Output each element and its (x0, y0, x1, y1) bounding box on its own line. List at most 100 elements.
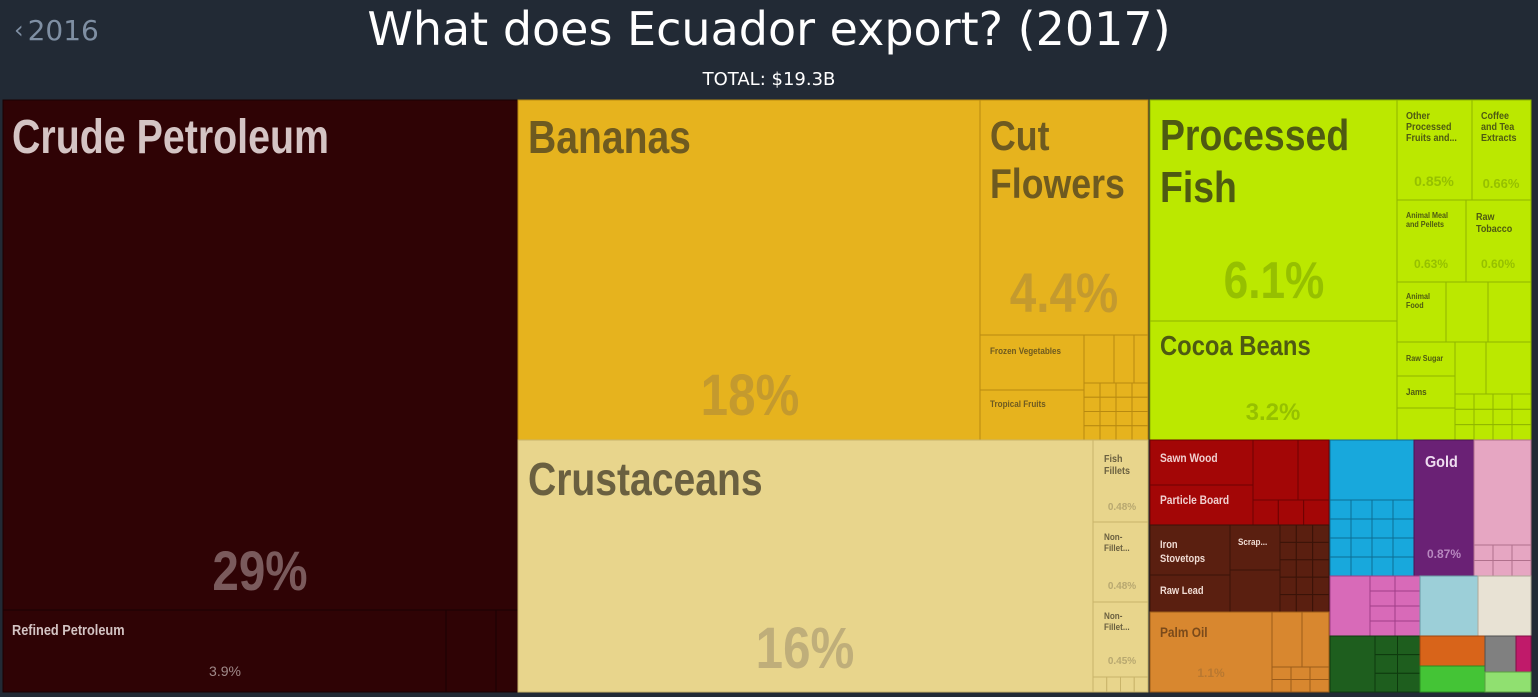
minor-product-cell[interactable] (1312, 524, 1330, 543)
minor-product-cell[interactable] (1099, 425, 1117, 441)
minor-product-cell[interactable] (1492, 560, 1513, 577)
minor-product-cell[interactable] (1473, 544, 1494, 561)
minor-product-cell[interactable] (1131, 396, 1149, 412)
minor-product-cell[interactable] (1371, 518, 1394, 539)
tile-animal-meal-pellets[interactable] (1396, 199, 1467, 283)
tile-sawn-wood[interactable] (1149, 439, 1254, 486)
minor-product-cell[interactable] (1487, 281, 1532, 343)
minor-product-cell[interactable] (1290, 679, 1311, 693)
tile-palm-oil[interactable] (1149, 611, 1273, 693)
minor-product-cell[interactable] (1485, 341, 1532, 395)
minor-product-cell[interactable] (1106, 676, 1121, 693)
minor-product-cell[interactable] (1492, 424, 1513, 441)
minor-product-cell[interactable] (1083, 425, 1101, 441)
minor-product-cell[interactable] (1329, 439, 1415, 501)
minor-product-cell[interactable] (1394, 605, 1421, 622)
minor-product-cell[interactable] (1329, 499, 1352, 520)
minor-product-cell[interactable] (1350, 556, 1373, 577)
minor-product-cell[interactable] (1309, 666, 1330, 680)
back-link[interactable]: ‹ 2016 (14, 14, 99, 47)
minor-product-cell[interactable] (1492, 544, 1513, 561)
minor-product-cell[interactable] (1113, 334, 1135, 384)
minor-product-cell[interactable] (1290, 666, 1311, 680)
minor-product-cell[interactable] (1396, 407, 1456, 441)
minor-product-cell[interactable] (1350, 499, 1373, 520)
minor-product-cell[interactable] (1511, 544, 1532, 561)
minor-product-cell[interactable] (1271, 611, 1303, 668)
minor-product-cell[interactable] (1484, 671, 1532, 693)
minor-product-cell[interactable] (1473, 408, 1494, 426)
minor-product-cell[interactable] (1454, 341, 1487, 395)
tile-coffee-tea-extracts[interactable] (1471, 99, 1532, 201)
minor-product-cell[interactable] (1454, 408, 1475, 426)
minor-product-cell[interactable] (1083, 334, 1115, 384)
minor-product-cell[interactable] (1329, 575, 1371, 637)
tile-tropical-fruits[interactable] (979, 389, 1085, 441)
minor-product-cell[interactable] (1083, 382, 1101, 398)
tile-fish-fillets[interactable] (1092, 439, 1149, 523)
minor-product-cell[interactable] (1312, 576, 1330, 596)
minor-product-cell[interactable] (1295, 524, 1314, 543)
minor-product-cell[interactable] (1133, 334, 1149, 384)
minor-product-cell[interactable] (1350, 537, 1373, 558)
minor-product-cell[interactable] (1295, 594, 1314, 613)
minor-product-cell[interactable] (1371, 499, 1394, 520)
minor-product-cell[interactable] (1371, 556, 1394, 577)
minor-product-cell[interactable] (1371, 537, 1394, 558)
tile-iron-stovetops[interactable] (1149, 524, 1231, 576)
tile-crude-petroleum[interactable] (2, 99, 519, 611)
tile-refined-petroleum[interactable] (2, 609, 447, 693)
minor-product-cell[interactable] (1271, 679, 1292, 693)
minor-product-cell[interactable] (1394, 575, 1421, 592)
minor-product-cell[interactable] (1397, 635, 1421, 656)
minor-product-cell[interactable] (1511, 393, 1532, 410)
minor-product-cell[interactable] (1329, 635, 1376, 693)
minor-product-cell[interactable] (1295, 559, 1314, 578)
minor-product-cell[interactable] (1279, 594, 1297, 613)
minor-product-cell[interactable] (1131, 411, 1149, 427)
minor-product-cell[interactable] (1133, 676, 1149, 693)
minor-product-cell[interactable] (1303, 499, 1330, 526)
minor-product-cell[interactable] (1374, 654, 1398, 674)
minor-product-cell[interactable] (1252, 499, 1279, 526)
minor-product-cell[interactable] (1115, 411, 1133, 427)
minor-product-cell[interactable] (1369, 605, 1396, 622)
minor-product-cell[interactable] (1484, 635, 1517, 673)
minor-product-cell[interactable] (1397, 672, 1421, 693)
tile-non-fillet-1[interactable] (1092, 521, 1149, 603)
tile-bananas[interactable] (517, 99, 981, 441)
minor-product-cell[interactable] (1473, 424, 1494, 441)
minor-product-cell[interactable] (1279, 541, 1297, 561)
minor-product-cell[interactable] (1454, 393, 1475, 410)
minor-product-cell[interactable] (1454, 424, 1475, 441)
minor-product-cell[interactable] (1099, 382, 1117, 398)
tile-scrap[interactable] (1229, 524, 1281, 571)
tile-particle-board[interactable] (1149, 484, 1254, 526)
minor-product-cell[interactable] (1392, 556, 1415, 577)
minor-product-cell[interactable] (1419, 665, 1486, 693)
minor-product-cell[interactable] (1369, 620, 1396, 637)
minor-product-cell[interactable] (1131, 425, 1149, 441)
minor-product-cell[interactable] (1492, 408, 1513, 426)
minor-product-cell[interactable] (1473, 560, 1494, 577)
minor-product-cell[interactable] (1445, 281, 1489, 343)
minor-product-cell[interactable] (1511, 408, 1532, 426)
tile-non-fillet-2[interactable] (1092, 601, 1149, 678)
minor-product-cell[interactable] (1309, 679, 1330, 693)
minor-product-cell[interactable] (1515, 635, 1532, 673)
minor-product-cell[interactable] (1099, 411, 1117, 427)
minor-product-cell[interactable] (495, 609, 519, 693)
minor-product-cell[interactable] (1083, 396, 1101, 412)
minor-product-cell[interactable] (1312, 594, 1330, 613)
minor-product-cell[interactable] (1394, 590, 1421, 607)
tile-raw-sugar[interactable] (1396, 341, 1456, 377)
minor-product-cell[interactable] (1279, 559, 1297, 578)
minor-product-cell[interactable] (1271, 666, 1292, 680)
minor-product-cell[interactable] (1511, 560, 1532, 577)
minor-product-cell[interactable] (1473, 393, 1494, 410)
minor-product-cell[interactable] (445, 609, 497, 693)
minor-product-cell[interactable] (1252, 439, 1299, 501)
tile-processed-fish[interactable] (1149, 99, 1398, 322)
tile-cut-flowers[interactable] (979, 99, 1149, 336)
minor-product-cell[interactable] (1279, 524, 1297, 543)
